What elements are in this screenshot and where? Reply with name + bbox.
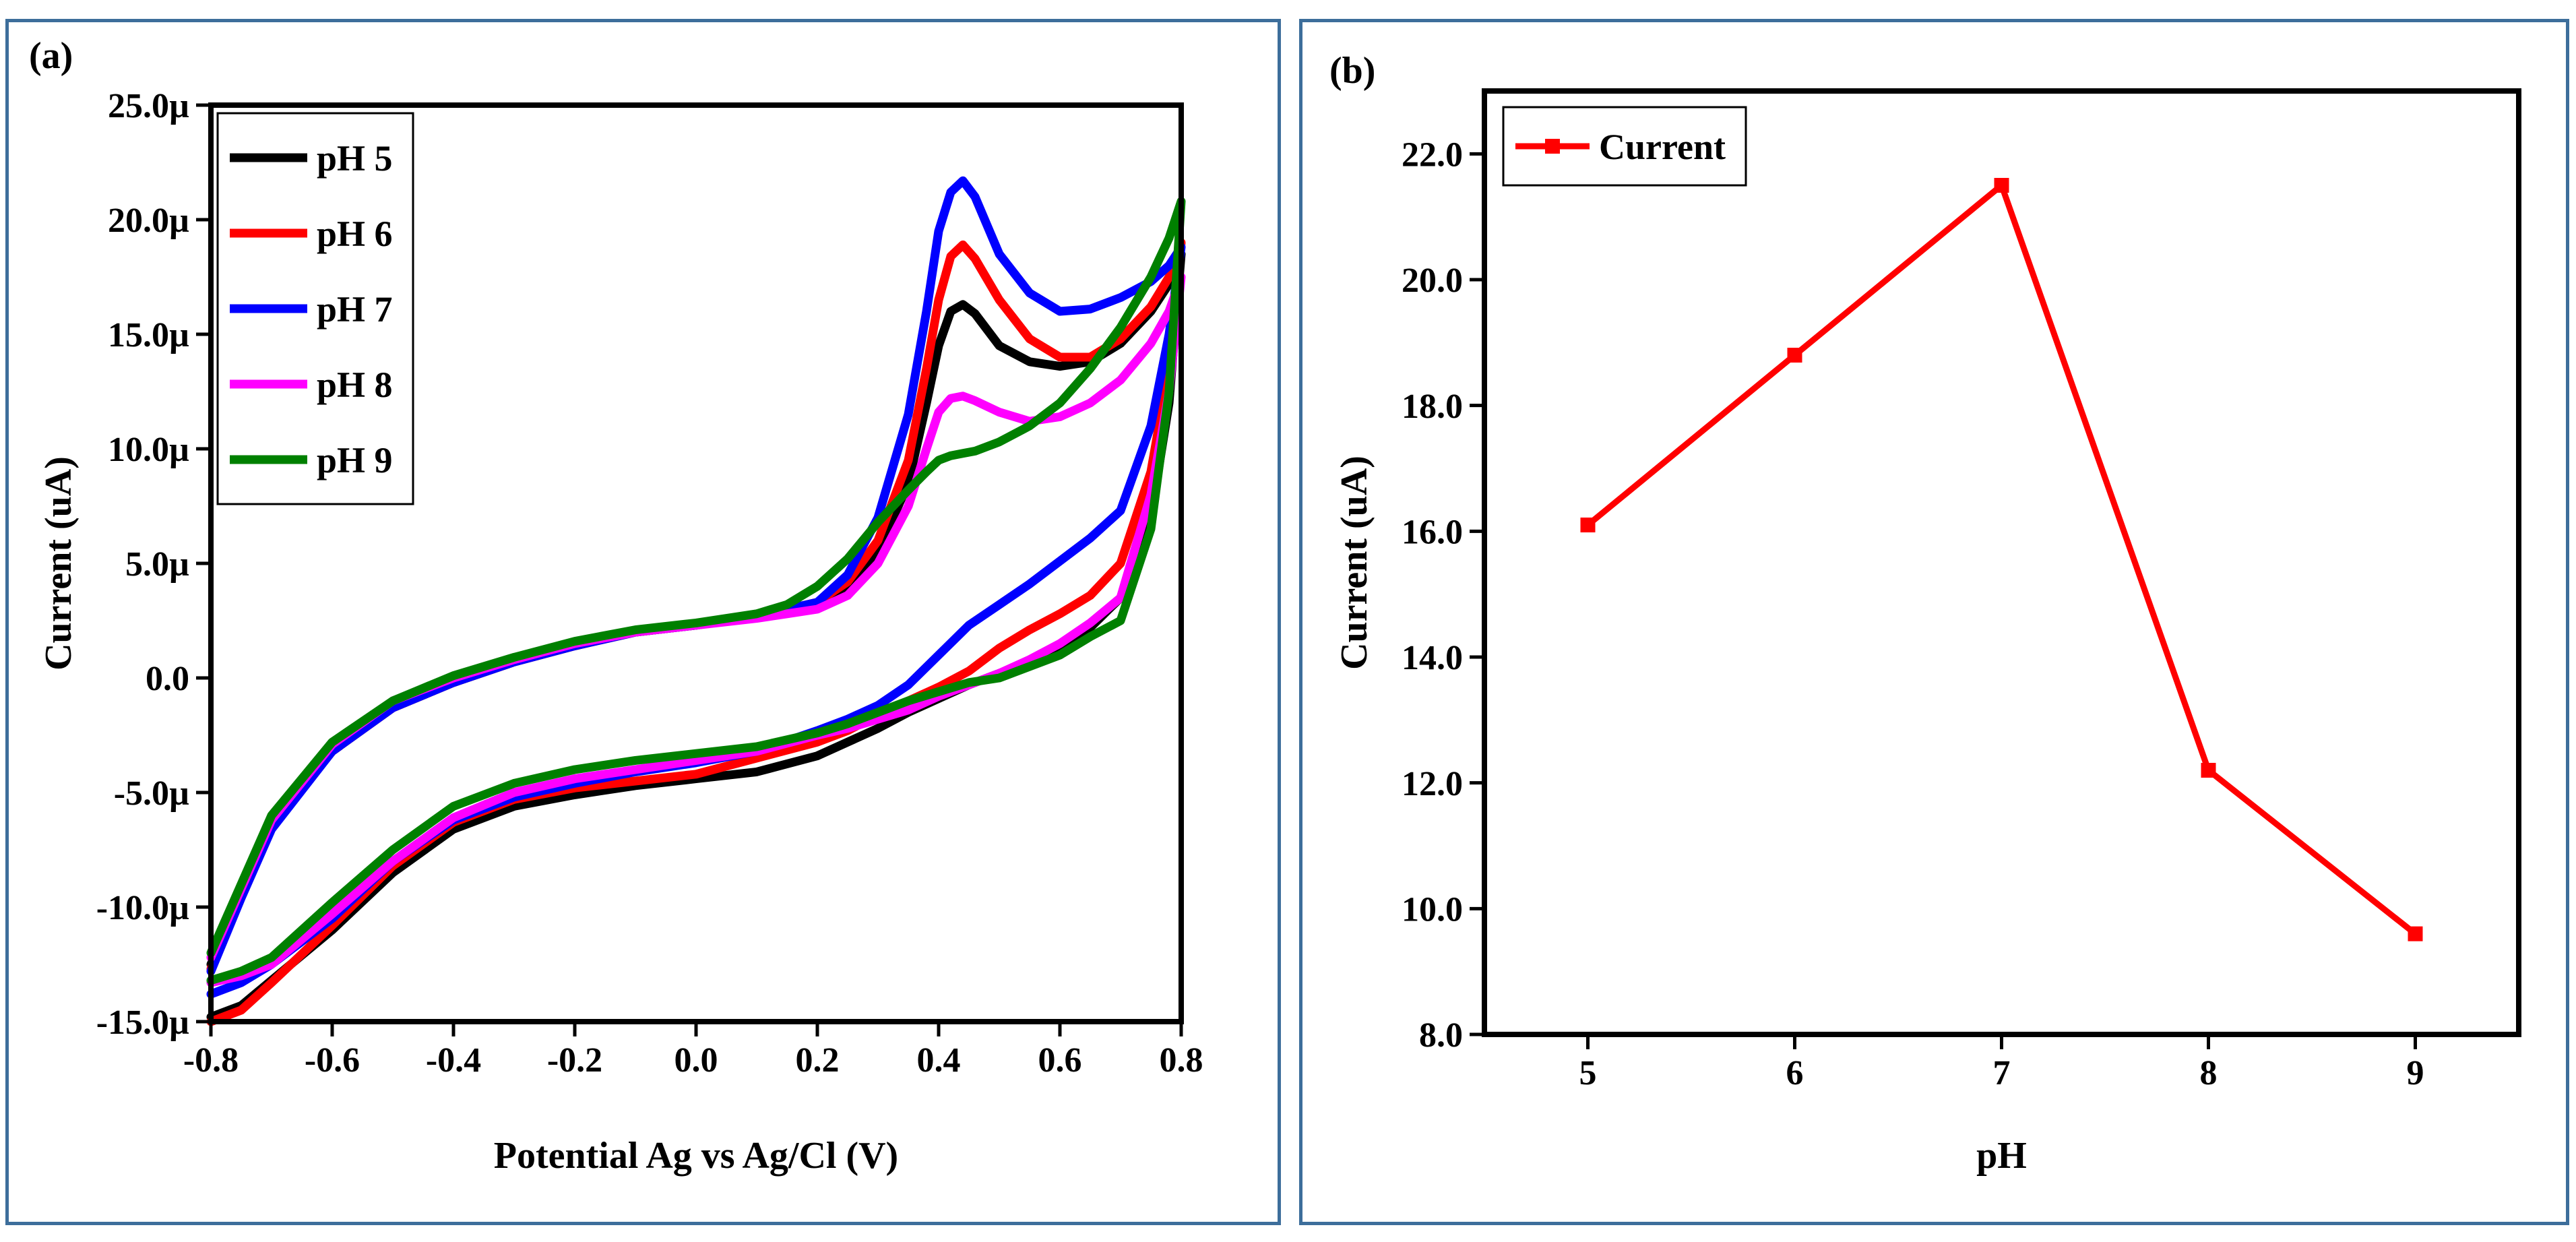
y-tick-label: 12.0 — [1402, 765, 1463, 803]
panel-b-label: (b) — [1329, 50, 1376, 92]
legend-entry: pH 5 — [317, 138, 393, 179]
x-axis-label: pH — [1976, 1135, 2027, 1177]
x-tick-label: 0.0 — [674, 1041, 718, 1080]
y-tick-label: 18.0 — [1402, 387, 1463, 426]
series-line-ph-9 — [206, 197, 1186, 985]
panel-a: (a) -0.8 -0.6 -0.4 -0.2 0.0 0.2 0.4 0.6 0.8 -15.0… — [5, 19, 1281, 1225]
legend-marker — [1545, 139, 1560, 154]
data-point-1 — [1580, 518, 1596, 532]
y-tick-label: 8.0 — [1419, 1016, 1463, 1055]
y-axis-label: Current (uA) — [1333, 456, 1375, 670]
x-tick-label: 0.4 — [917, 1041, 961, 1080]
y-tick-label: -15.0µ — [96, 1003, 189, 1042]
y-axis-label: Current (uA) — [38, 456, 80, 671]
y-tick-label: 5.0µ — [125, 545, 189, 584]
current-vs-ph-chart: 5 6 7 8 9 8.0 10.0 12.0 14.0 16.0 18.0 20.0 22.0 pH Cu… — [1333, 88, 2521, 1177]
x-tick-label: 7 — [1993, 1054, 2011, 1092]
x-tick-label: 0.6 — [1038, 1041, 1082, 1080]
y-tick-label: 0.0 — [146, 660, 189, 698]
y-tick-label: 14.0 — [1402, 639, 1463, 677]
data-point-4 — [2201, 763, 2216, 778]
x-tick-label: 6 — [1786, 1054, 1804, 1092]
data-point-5 — [2408, 926, 2423, 941]
x-tick-label: 9 — [2407, 1054, 2424, 1092]
legend-entry: pH 9 — [317, 440, 393, 480]
legend-entry: pH 7 — [317, 289, 393, 330]
x-tick-label: -0.8 — [183, 1041, 239, 1080]
legend-entry: pH 8 — [317, 365, 393, 405]
y-tick-label: 22.0 — [1402, 136, 1463, 175]
x-tick-label: -0.6 — [305, 1041, 360, 1080]
series-line-current — [1585, 182, 2418, 937]
x-tick-label: -0.4 — [426, 1041, 481, 1080]
y-tick-label: -5.0µ — [114, 774, 189, 813]
cv-chart: -0.8 -0.6 -0.4 -0.2 0.0 0.2 0.4 0.6 0.8 -15.0µ -10… — [38, 87, 1203, 1177]
y-tick-label: 10.0µ — [108, 431, 189, 469]
x-tick-label: 0.2 — [796, 1041, 840, 1080]
x-tick-label: 8 — [2200, 1054, 2218, 1092]
y-tick-label: 20.0 — [1402, 261, 1463, 300]
x-axis-label: Potential Ag vs Ag/Cl (V) — [494, 1135, 898, 1177]
x-tick-label: -0.2 — [547, 1041, 602, 1080]
legend-entry: pH 6 — [317, 214, 393, 254]
panel-b: (b) 5 6 7 8 9 8.0 10.0 12.0 14.0 16.0 18.0 20.0 22.0… — [1299, 19, 2569, 1225]
panel-a-label: (a) — [29, 35, 73, 77]
y-tick-label: 25.0µ — [108, 87, 189, 125]
y-tick-label: -10.0µ — [96, 889, 189, 927]
y-tick-label: 10.0 — [1402, 891, 1463, 929]
y-tick-label: 16.0 — [1402, 514, 1463, 552]
x-tick-label: 5 — [1579, 1054, 1597, 1092]
legend-box — [216, 112, 414, 505]
y-tick-label: 15.0µ — [108, 316, 189, 354]
y-tick-label: 20.0µ — [108, 201, 189, 240]
data-point-2 — [1787, 348, 1802, 363]
legend-entry: Current — [1599, 127, 1726, 167]
x-tick-label: 0.8 — [1160, 1041, 1203, 1080]
data-point-3 — [1994, 178, 2009, 193]
